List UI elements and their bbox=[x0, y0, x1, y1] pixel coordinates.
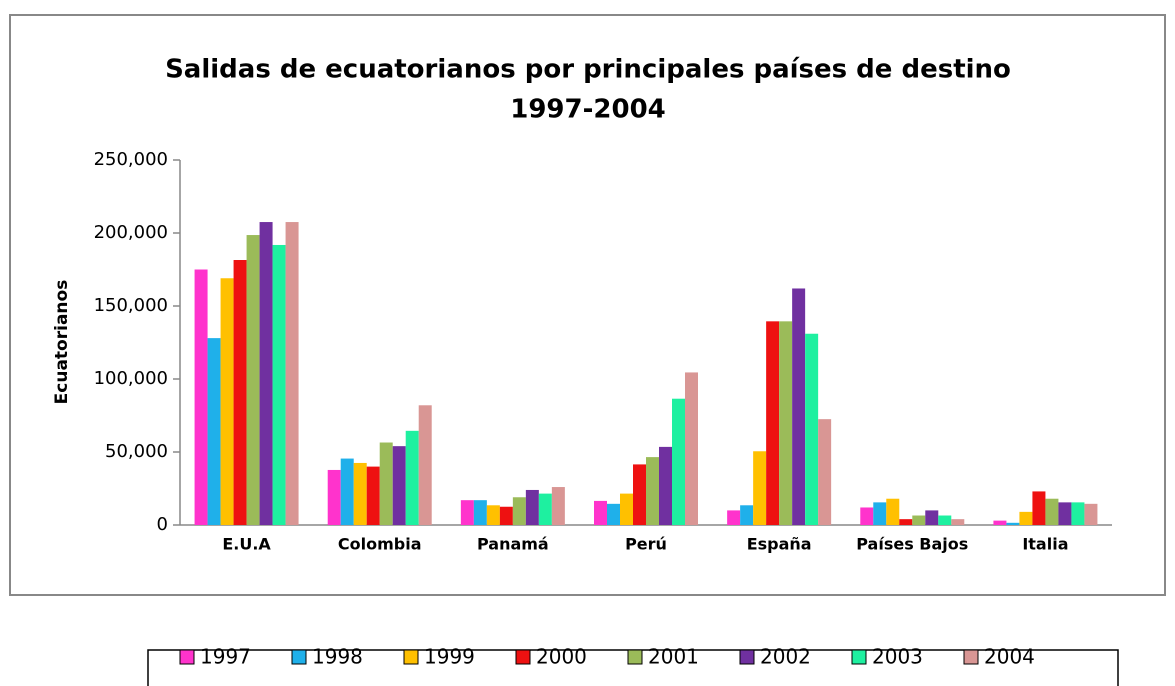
bar bbox=[340, 458, 354, 525]
bar bbox=[740, 505, 754, 525]
bar bbox=[1006, 522, 1020, 525]
bar bbox=[1019, 511, 1033, 525]
bar bbox=[1045, 498, 1059, 525]
bar bbox=[938, 515, 952, 525]
bar bbox=[779, 321, 793, 525]
bar bbox=[685, 372, 698, 525]
bar bbox=[392, 446, 406, 525]
bar bbox=[460, 500, 474, 525]
x-tick-label: España bbox=[747, 535, 812, 554]
y-tick-label: 100,000 bbox=[94, 368, 168, 389]
legend-swatch bbox=[739, 649, 755, 665]
bar bbox=[899, 519, 913, 525]
bar bbox=[672, 398, 685, 525]
legend-swatch bbox=[515, 649, 531, 665]
legend-swatch bbox=[851, 649, 867, 665]
bar bbox=[220, 278, 234, 525]
legend-swatch bbox=[179, 649, 195, 665]
bar bbox=[993, 520, 1007, 525]
bar bbox=[259, 222, 273, 526]
bar bbox=[753, 451, 767, 525]
x-tick-label: E.U.A bbox=[222, 535, 271, 554]
y-tick-label: 0 bbox=[157, 514, 168, 535]
bar bbox=[1071, 502, 1085, 525]
bar bbox=[233, 260, 247, 525]
bar bbox=[499, 506, 513, 525]
y-tick-label: 150,000 bbox=[94, 295, 168, 316]
bar bbox=[805, 333, 819, 525]
bar bbox=[659, 446, 672, 525]
bar bbox=[818, 419, 832, 525]
bar bbox=[379, 442, 393, 525]
legend-label: 2000 bbox=[536, 645, 587, 669]
chart-subtitle: 1997-2004 bbox=[510, 95, 666, 125]
bar bbox=[194, 269, 208, 525]
legend-label: 1998 bbox=[312, 645, 363, 669]
legend-label: 2002 bbox=[760, 645, 811, 669]
bar bbox=[418, 405, 432, 525]
bar bbox=[766, 321, 780, 525]
bar bbox=[473, 500, 487, 525]
legend-label: 1997 bbox=[200, 645, 251, 669]
bar bbox=[1058, 502, 1072, 525]
bar bbox=[551, 487, 565, 525]
x-tick-label: Panamá bbox=[477, 535, 549, 554]
bar bbox=[272, 244, 286, 526]
legend-label: 2004 bbox=[984, 645, 1035, 669]
bar bbox=[594, 500, 607, 525]
legend-swatch bbox=[963, 649, 979, 665]
x-tick-label: Colombia bbox=[338, 535, 422, 554]
legend-swatch bbox=[403, 649, 419, 665]
bar bbox=[860, 507, 874, 525]
legend-label: 1999 bbox=[424, 645, 475, 669]
bar bbox=[405, 430, 419, 525]
x-tick-label: Países Bajos bbox=[856, 535, 968, 554]
bar bbox=[951, 519, 965, 525]
legend-swatch bbox=[291, 649, 307, 665]
legend-label: 2001 bbox=[648, 645, 699, 669]
bar bbox=[207, 338, 221, 525]
x-tick-label: Italia bbox=[1022, 535, 1068, 554]
chart-title: Salidas de ecuatorianos por principales … bbox=[165, 55, 1011, 85]
y-tick-label: 200,000 bbox=[94, 222, 168, 243]
bar bbox=[366, 466, 380, 525]
bar bbox=[925, 510, 939, 525]
y-tick-label: 250,000 bbox=[94, 149, 168, 170]
bar bbox=[538, 493, 552, 525]
bar bbox=[512, 497, 526, 525]
bar bbox=[792, 288, 806, 525]
bar bbox=[353, 462, 367, 525]
bar bbox=[525, 489, 539, 525]
bar bbox=[620, 493, 633, 525]
bar bbox=[912, 515, 926, 525]
bar bbox=[285, 222, 299, 526]
x-tick-label: Perú bbox=[625, 535, 667, 554]
bar bbox=[873, 502, 887, 525]
bar bbox=[633, 464, 646, 525]
bar bbox=[886, 498, 900, 525]
bar bbox=[246, 235, 260, 525]
bar bbox=[1084, 503, 1098, 525]
bar bbox=[646, 457, 659, 525]
bar bbox=[327, 469, 341, 525]
bar bbox=[486, 505, 500, 525]
bar bbox=[607, 503, 620, 525]
bar bbox=[1032, 491, 1046, 525]
y-tick-label: 50,000 bbox=[105, 441, 168, 462]
y-axis-title: Ecuatorianos bbox=[52, 280, 72, 405]
legend-label: 2003 bbox=[872, 645, 923, 669]
bar bbox=[727, 510, 741, 525]
legend-swatch bbox=[627, 649, 643, 665]
